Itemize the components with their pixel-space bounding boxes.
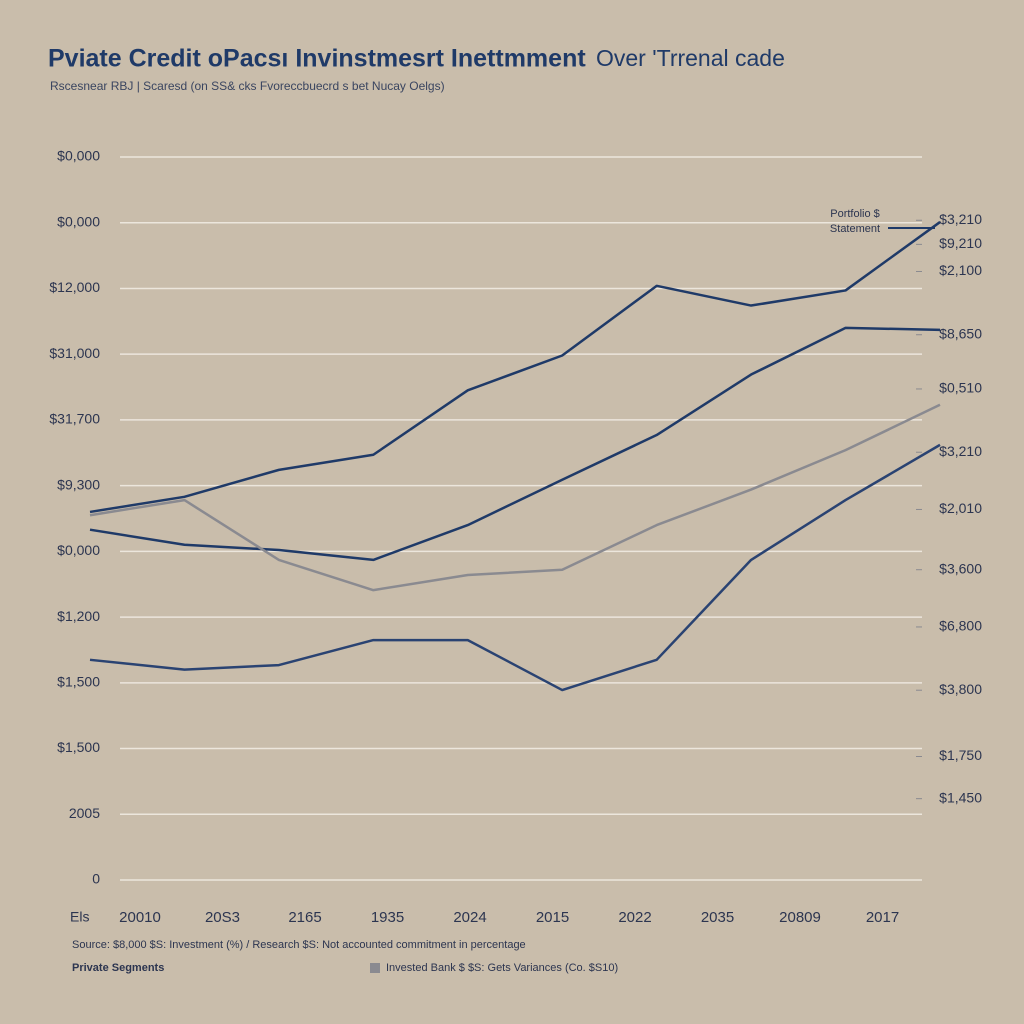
y2-tick-label: $3,210 <box>939 443 982 459</box>
line <box>89 326 941 562</box>
y2-tick-label: $2,010 <box>939 500 982 516</box>
y2-tick-label: $3,210 <box>939 211 982 227</box>
y2-tick-label: $2,100 <box>939 262 982 278</box>
line <box>89 403 941 592</box>
legend-text: Invested Bank $ $S: Gets Variances (Co. … <box>386 962 618 974</box>
y2-tick-label: $6,800 <box>939 618 982 634</box>
chart-title-suffix: Over 'Trrenal cade <box>596 45 785 71</box>
annotation: Portfolio $ <box>830 208 880 220</box>
x-tick-label: 1935 <box>371 909 404 926</box>
y-tick-label: $12,000 <box>49 279 100 295</box>
y-tick-label: $0,000 <box>57 542 100 558</box>
x-tick-label: 20809 <box>779 909 821 926</box>
x-tick-label: 2017 <box>866 909 899 926</box>
x-tick-label: 2022 <box>618 909 651 926</box>
y2-tick-label: $8,650 <box>939 325 982 341</box>
x-tick-label: 2015 <box>536 909 569 926</box>
annotation: Statement <box>830 223 880 235</box>
line <box>89 221 941 514</box>
subtitle: Rscesnear RBJ | Scaresd (on SS& cks Fvor… <box>50 79 445 93</box>
y-tick-label: 0 <box>92 871 100 887</box>
y2-tick-label: $1,750 <box>939 747 982 763</box>
y-tick-label: 2005 <box>69 805 100 821</box>
y-tick-label: $0,000 <box>57 148 100 164</box>
y-tick-label: $1,500 <box>57 739 100 755</box>
y2-tick-label: $3,800 <box>939 681 982 697</box>
x-tick-label: 2035 <box>701 909 734 926</box>
y2-tick-label: $9,210 <box>939 235 982 251</box>
line <box>89 443 941 692</box>
y2-tick-label: $1,450 <box>939 789 982 805</box>
x-tick-label: 20010 <box>119 909 161 926</box>
x-axis-label: Els <box>70 909 89 925</box>
x-tick-label: 2165 <box>288 909 321 926</box>
y-tick-label: $31,700 <box>49 411 100 427</box>
y2-tick-label: $3,600 <box>939 560 982 576</box>
y-tick-label: $1,200 <box>57 608 100 624</box>
legend-swatch <box>370 963 380 973</box>
footnote: Source: $8,000 $S: Investment (%) / Rese… <box>72 939 526 951</box>
chart-title: Pviate Credit oPacsı Invinstmesrt Inettm… <box>48 45 586 73</box>
y-tick-label: $0,000 <box>57 213 100 229</box>
legend-text: Private Segments <box>72 962 164 974</box>
y-tick-label: $9,300 <box>57 476 100 492</box>
x-tick-label: 20S3 <box>205 909 240 926</box>
y2-tick-label: $0,510 <box>939 380 982 396</box>
y-tick-label: $1,500 <box>57 674 100 690</box>
x-tick-label: 2024 <box>453 909 486 926</box>
y-tick-label: $31,000 <box>49 345 100 361</box>
